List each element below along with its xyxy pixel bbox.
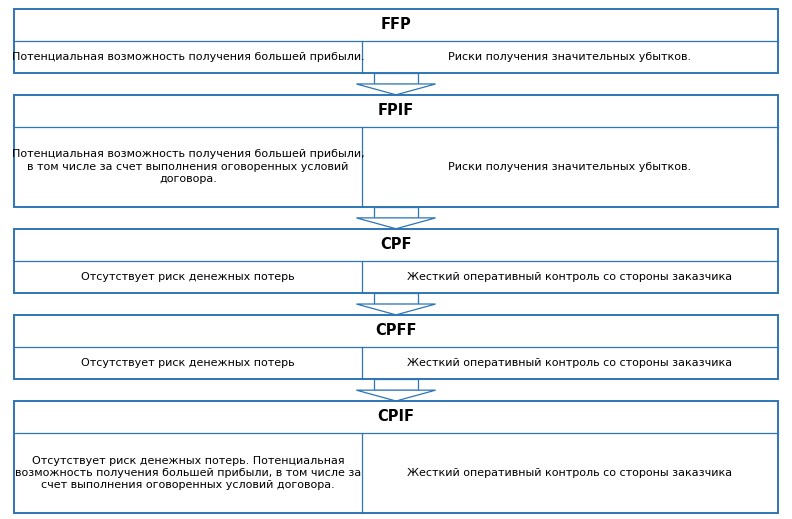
Text: Потенциальная возможность получения большей прибыли,
в том числе за счет выполне: Потенциальная возможность получения боль… <box>12 149 364 184</box>
Polygon shape <box>356 304 436 315</box>
Text: CPIF: CPIF <box>378 409 414 425</box>
Bar <box>14 9 778 73</box>
Text: FFP: FFP <box>381 17 411 32</box>
Polygon shape <box>356 390 436 401</box>
Text: Жесткий оперативный контроль со стороны заказчика: Жесткий оперативный контроль со стороны … <box>407 468 733 478</box>
Polygon shape <box>356 84 436 95</box>
Text: Жесткий оперативный контроль со стороны заказчика: Жесткий оперативный контроль со стороны … <box>407 358 733 368</box>
Bar <box>374 379 418 390</box>
Bar <box>374 73 418 84</box>
Text: CPF: CPF <box>380 237 412 252</box>
Text: Потенциальная возможность получения большей прибыли.: Потенциальная возможность получения боль… <box>12 52 364 62</box>
Text: CPFF: CPFF <box>375 323 417 338</box>
FancyBboxPatch shape <box>129 21 158 28</box>
Text: Жесткий оперативный контроль со стороны заказчика: Жесткий оперативный контроль со стороны … <box>407 272 733 282</box>
FancyBboxPatch shape <box>139 15 149 34</box>
Text: Риски получения значительных убытков.: Риски получения значительных убытков. <box>448 162 691 172</box>
Bar <box>374 207 418 218</box>
Bar <box>14 95 778 207</box>
Text: Отсутствует риск денежных потерь: Отсутствует риск денежных потерь <box>81 358 295 368</box>
Bar <box>374 293 418 304</box>
Bar <box>14 315 778 379</box>
Bar <box>14 401 778 513</box>
Polygon shape <box>356 218 436 229</box>
Text: Риски получения значительных убытков.: Риски получения значительных убытков. <box>448 52 691 62</box>
Text: Отсутствует риск денежных потерь. Потенциальная
возможность получения большей пр: Отсутствует риск денежных потерь. Потенц… <box>15 456 361 490</box>
Text: FPIF: FPIF <box>378 103 414 118</box>
Text: Отсутствует риск денежных потерь: Отсутствует риск денежных потерь <box>81 272 295 282</box>
FancyBboxPatch shape <box>598 20 683 29</box>
Bar <box>14 229 778 293</box>
